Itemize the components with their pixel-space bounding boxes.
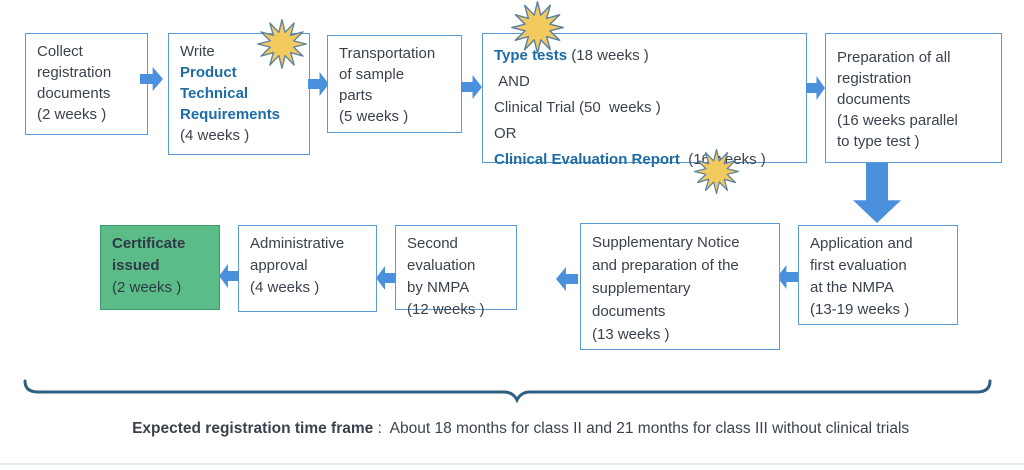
step-text: (16 weeks parallel (837, 112, 958, 129)
step-application-first-evaluation: Application and first evaluation at the … (798, 225, 958, 325)
step-text-emphasis: Type tests (494, 47, 568, 64)
step-text: at the NMPA (810, 279, 894, 296)
step-text-emphasis: Product (180, 64, 237, 81)
step-text: Collect (37, 43, 83, 60)
arrow-down-icon (853, 163, 901, 223)
arrow-right-icon (806, 76, 825, 100)
step-text: documents (37, 85, 111, 102)
arrow-right-icon (461, 75, 482, 99)
step-text: (13-19 weeks ) (810, 301, 910, 318)
expected-timeframe-note: Expected registration time frame : About… (20, 402, 1004, 456)
step-text: supplementary (592, 280, 691, 297)
starburst-icon (257, 19, 307, 69)
arrow-left-icon (556, 267, 578, 291)
step-text: registration (837, 70, 912, 87)
step-text: Supplementary Notice (592, 234, 740, 251)
step-text: (5 weeks ) (339, 108, 409, 125)
step-administrative-approval: Administrative approval (4 weeks ) (238, 225, 377, 312)
step-second-evaluation-nmpa: Second evaluation by NMPA (12 weeks ) (395, 225, 517, 318)
step-prepare-registration-documents: Preparation of all registration document… (825, 33, 1002, 163)
step-text: Clinical Trial (50 weeks ) (494, 99, 661, 116)
step-text: (12 weeks ) (407, 301, 485, 318)
step-text: documents (592, 303, 666, 320)
step-text-emphasis: Clinical Evaluation Report (494, 151, 680, 168)
step-text: registration (37, 64, 112, 81)
step-text: Transportation (339, 45, 436, 62)
step-text-emphasis: issued (112, 257, 160, 274)
underbrace-icon (23, 379, 992, 404)
starburst-icon (511, 1, 564, 54)
step-text: documents (837, 91, 911, 108)
expected-timeframe-label: Expected registration time frame (132, 420, 374, 437)
step-text: Second evaluation (407, 235, 476, 274)
step-text: parts (339, 87, 373, 104)
step-text: (4 weeks ) (250, 279, 320, 296)
arrow-left-icon (376, 266, 396, 290)
step-text: Write (180, 43, 215, 60)
step-text-emphasis: Certificate (112, 235, 186, 252)
step-certificate-issued: Certificate issued (2 weeks ) (100, 225, 220, 310)
step-collect-documents: Collect registration documents (2 weeks … (25, 33, 148, 135)
step-supplementary-notice: Supplementary Notice and preparation of … (580, 223, 780, 350)
step-text-emphasis: Technical (180, 85, 249, 102)
step-text: approval (250, 257, 308, 274)
step-text: (2 weeks ) (37, 106, 107, 123)
arrow-left-icon (219, 264, 239, 288)
step-text: of sample (339, 66, 405, 83)
step-text: by NMPA (407, 279, 470, 296)
step-text: OR (494, 125, 517, 142)
step-text: Administrative (250, 235, 345, 252)
arrow-right-icon (308, 72, 329, 96)
step-text: (13 weeks ) (592, 326, 670, 343)
step-text-emphasis: Requirements (180, 106, 281, 123)
arrow-left-icon (777, 265, 798, 289)
step-text: AND (494, 73, 530, 90)
step-text: first evaluation (810, 257, 907, 274)
step-text: (2 weeks ) (112, 279, 182, 296)
starburst-icon (693, 148, 740, 195)
step-text: Preparation of all (837, 49, 951, 66)
step-text: Application and (810, 235, 913, 252)
step-type-tests-clinical: Type tests (18 weeks ) AND Clinical Tria… (482, 33, 807, 168)
step-write-product-technical-requirements: Write Product Technical Requirements (4 … (168, 33, 310, 155)
step-text: (4 weeks ) (180, 127, 250, 144)
step-text: and preparation of the (592, 257, 739, 274)
step-text: (18 weeks ) (567, 47, 649, 64)
step-transportation-samples: Transportation of sample parts (5 weeks … (327, 35, 462, 133)
expected-timeframe-value: : About 18 months for class II and 21 mo… (373, 420, 910, 437)
step-text: to type test ) (837, 133, 920, 150)
bottom-divider (0, 463, 1024, 465)
